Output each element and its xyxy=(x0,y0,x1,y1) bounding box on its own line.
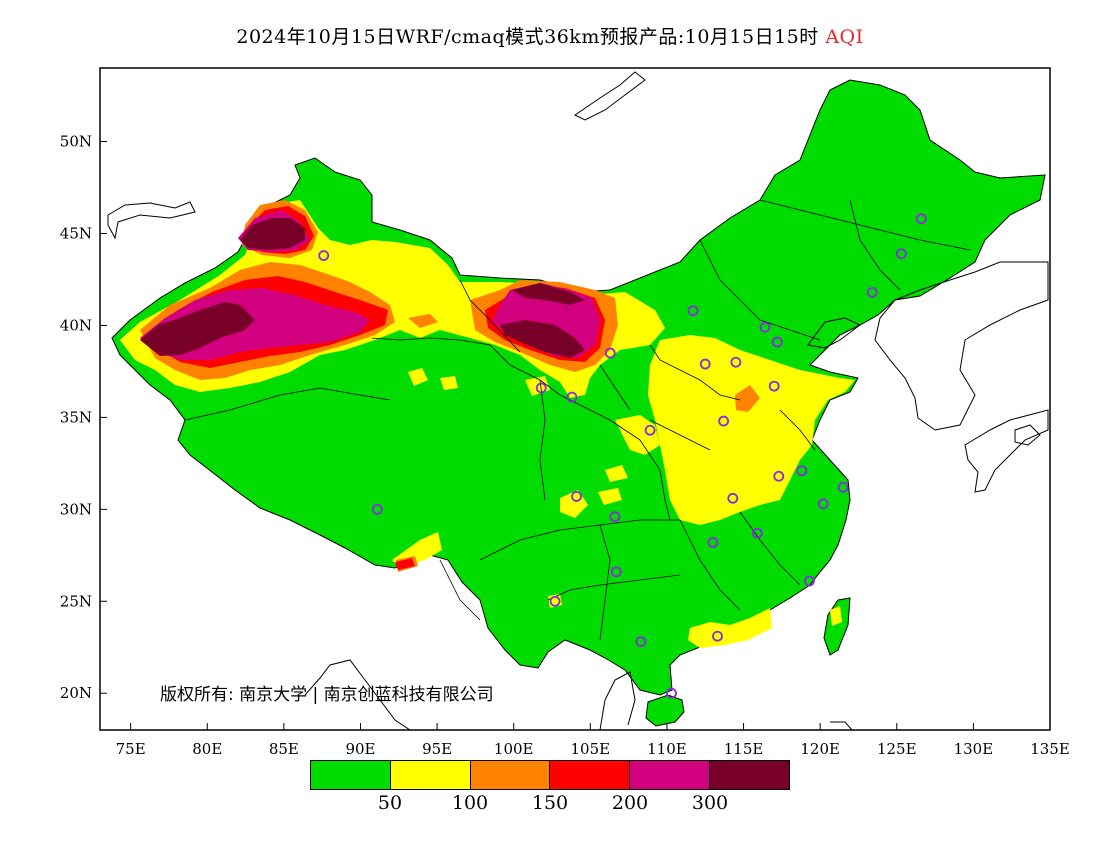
station-marker xyxy=(915,213,927,225)
x-tick-label: 120E xyxy=(800,740,840,758)
station-marker xyxy=(773,470,785,482)
x-tick-label: 95E xyxy=(422,740,452,758)
y-tick-label: 45N xyxy=(60,225,92,243)
legend-swatch xyxy=(630,761,711,789)
station-marker xyxy=(895,248,907,260)
station-marker xyxy=(571,491,582,502)
map-frame xyxy=(99,67,1051,731)
aqi-legend-bar xyxy=(310,760,790,790)
legend-swatch xyxy=(311,761,391,789)
station-marker xyxy=(796,465,808,477)
station-marker xyxy=(635,636,647,648)
legend-label: 200 xyxy=(611,792,649,814)
station-marker xyxy=(666,687,677,699)
y-tick-label: 20N xyxy=(60,684,92,702)
x-tick-label: 105E xyxy=(571,740,611,758)
title-main: 2024年10月15日WRF/cmaq模式36km预报产品:10月15日15时 xyxy=(236,26,819,48)
y-tick-label: 40N xyxy=(60,316,92,334)
hainan-island xyxy=(645,694,685,727)
station-marker xyxy=(566,391,578,403)
x-tick-label: 115E xyxy=(724,740,764,758)
station-marker xyxy=(610,566,622,578)
station-marker xyxy=(771,336,783,348)
station-marker xyxy=(817,498,829,510)
taiwan-island xyxy=(823,597,851,656)
station-marker xyxy=(751,527,763,539)
foreign-coastlines xyxy=(107,71,1049,730)
aqi-legend-labels: 50 100 150 200 300 xyxy=(310,792,790,818)
station-marker xyxy=(768,380,780,392)
station-marker xyxy=(687,305,699,317)
legend-label: 300 xyxy=(691,792,729,814)
axis-ticks: 75E 80E 85E 90E 95E 100E 105E 110E 115E 120E 125E 1… xyxy=(60,133,1070,758)
x-tick-label: 125E xyxy=(877,740,917,758)
y-tick-label: 50N xyxy=(60,133,92,151)
legend-swatch xyxy=(470,761,551,789)
y-tick-label: 35N xyxy=(60,408,92,426)
station-marker xyxy=(644,424,656,436)
x-tick-label: 130E xyxy=(954,740,994,758)
province-boundaries xyxy=(184,199,971,641)
station-marker xyxy=(699,358,711,370)
legend-label: 50 xyxy=(377,792,403,814)
station-marker xyxy=(727,492,739,504)
y-tick-label: 30N xyxy=(60,500,92,518)
x-tick-label: 90E xyxy=(345,740,375,758)
x-tick-label: 85E xyxy=(269,740,299,758)
station-markers xyxy=(318,213,927,699)
station-marker xyxy=(609,511,621,523)
copyright-text: 版权所有: 南京大学 | 南京创蓝科技有限公司 xyxy=(160,685,494,705)
x-tick-label: 80E xyxy=(192,740,222,758)
x-tick-label: 135E xyxy=(1030,740,1070,758)
legend-label: 150 xyxy=(531,792,569,814)
legend-swatch xyxy=(550,761,631,789)
station-marker xyxy=(730,356,742,368)
x-tick-label: 100E xyxy=(494,740,534,758)
station-marker xyxy=(866,286,878,298)
hazardous-zones xyxy=(140,218,585,358)
station-marker xyxy=(535,382,547,394)
map-content xyxy=(107,71,1049,730)
station-marker xyxy=(371,503,383,515)
x-tick-label: 110E xyxy=(647,740,687,758)
station-marker xyxy=(549,595,561,607)
legend-swatch xyxy=(390,761,471,789)
station-marker xyxy=(707,537,719,548)
station-marker xyxy=(837,481,849,493)
station-marker xyxy=(712,630,723,642)
station-marker xyxy=(759,321,771,333)
station-marker xyxy=(604,347,616,359)
station-marker xyxy=(718,415,730,427)
x-tick-label: 75E xyxy=(116,740,146,758)
station-marker xyxy=(804,575,815,587)
legend-label: 100 xyxy=(451,792,489,814)
legend-swatch xyxy=(710,761,789,789)
y-tick-label: 25N xyxy=(60,592,92,610)
map-title: 2024年10月15日WRF/cmaq模式36km预报产品:10月15日15时 … xyxy=(0,22,1100,49)
station-marker xyxy=(318,250,330,261)
title-variable: AQI xyxy=(825,26,864,48)
